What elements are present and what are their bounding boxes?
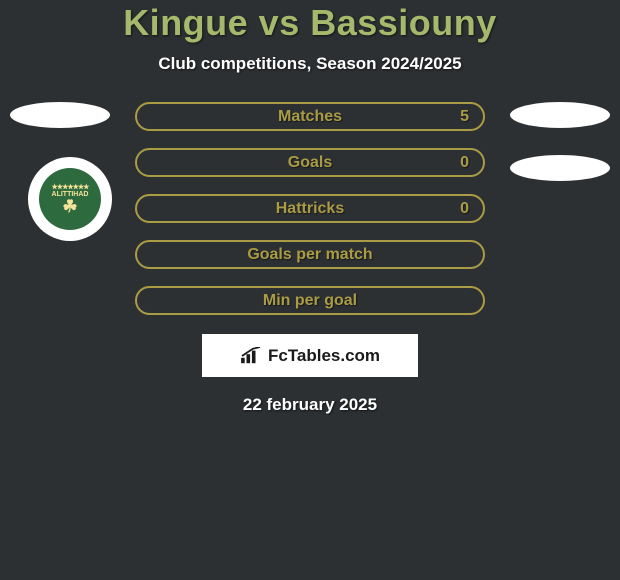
- stat-value-right: 5: [460, 108, 469, 126]
- club-laurel-icon: ☘: [62, 198, 77, 215]
- chart-icon: [240, 347, 262, 365]
- branding-label: FcTables.com: [268, 346, 380, 366]
- page-title: Kingue vs Bassiouny: [0, 2, 620, 44]
- stat-row: Hattricks 0: [135, 194, 485, 223]
- subtitle: Club competitions, Season 2024/2025: [0, 54, 620, 74]
- branding-bar[interactable]: FcTables.com: [202, 334, 418, 377]
- club-badge: ★★★★★★★ ALITTIHAD ☘: [28, 157, 112, 241]
- player-placeholder-right-1: [510, 102, 610, 128]
- club-stars-icon: ★★★★★★★: [52, 183, 89, 191]
- stat-value-right: 0: [460, 200, 469, 218]
- stat-row: Goals 0: [135, 148, 485, 177]
- stat-row: Goals per match: [135, 240, 485, 269]
- stat-label: Goals: [288, 154, 332, 172]
- stat-label: Goals per match: [247, 246, 372, 264]
- player-placeholder-left: [10, 102, 110, 128]
- stat-label: Min per goal: [263, 292, 357, 310]
- club-badge-inner: ★★★★★★★ ALITTIHAD ☘: [39, 168, 101, 230]
- content-area: ★★★★★★★ ALITTIHAD ☘ Matches5Goals0Hattri…: [0, 102, 620, 415]
- stat-label: Matches: [278, 108, 342, 126]
- stat-row: Min per goal: [135, 286, 485, 315]
- comparison-widget: Kingue vs Bassiouny Club competitions, S…: [0, 0, 620, 580]
- stat-value-right: 0: [460, 154, 469, 172]
- stat-label: Hattricks: [276, 200, 344, 218]
- stat-row: Matches 5: [135, 102, 485, 131]
- date-label: 22 february 2025: [0, 395, 620, 415]
- player-placeholder-right-2: [510, 155, 610, 181]
- stats-list: Matches 5 Goals 0 Hattricks 0 Goals per match M…: [135, 102, 485, 315]
